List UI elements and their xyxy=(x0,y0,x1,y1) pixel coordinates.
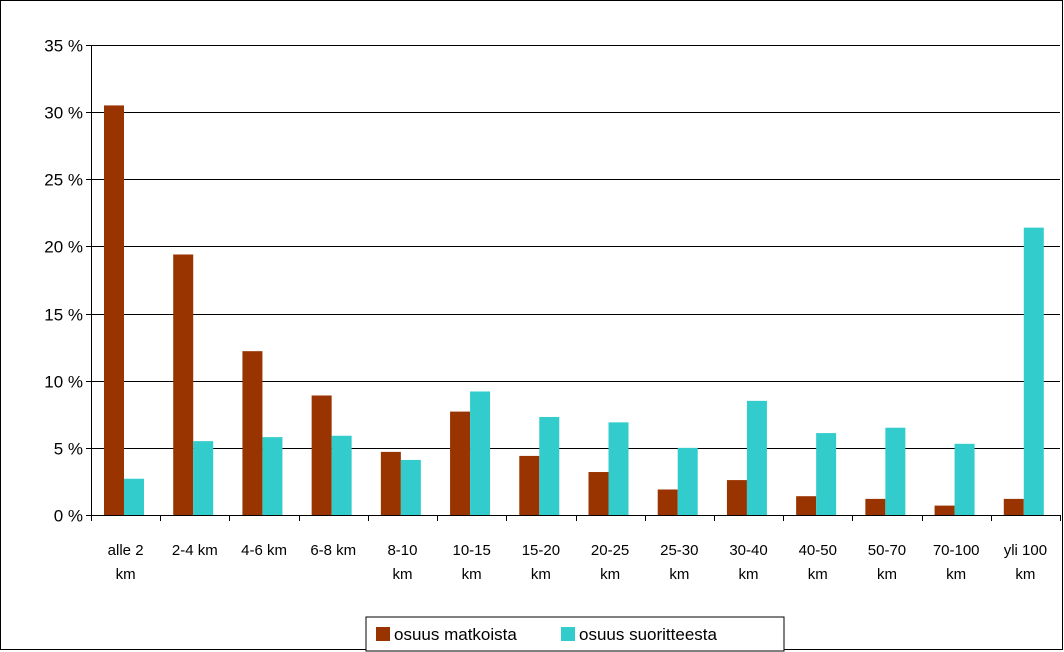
y-axis-ticks: 0 % 5 % 10 % 15 % 20 % 25 % 30 % 35 % xyxy=(44,37,91,526)
x-axis-labels: alle 2 km 2-4 km 4-6 km 6-8 km 8-10 km 10-15 km 1… xyxy=(108,542,1047,583)
x-tick-label: km xyxy=(946,566,966,583)
bar-osuus-matkoista xyxy=(450,411,471,515)
x-tick-label: 6-8 km xyxy=(310,542,356,559)
x-tick-label: km xyxy=(116,566,136,583)
bar-osuus-matkoista xyxy=(311,395,332,515)
x-tick-label: 30-40 xyxy=(729,542,767,559)
legend: osuus matkoista osuus suoritteesta xyxy=(365,616,785,652)
x-tick-label: 15-20 xyxy=(522,542,560,559)
bar-osuus-suoritteesta xyxy=(262,437,283,515)
bar-osuus-matkoista xyxy=(726,480,747,515)
bar-osuus-matkoista xyxy=(657,489,678,515)
x-tick-label: 2-4 km xyxy=(172,542,218,559)
gridlines xyxy=(91,45,1060,449)
y-tick-label: 25 % xyxy=(44,171,83,190)
y-tick-label: 5 % xyxy=(54,440,83,459)
bar-osuus-suoritteesta xyxy=(608,422,629,515)
x-tick-label: 70-100 xyxy=(933,542,980,559)
bar-osuus-matkoista xyxy=(865,498,886,515)
x-tick-label: km xyxy=(808,566,828,583)
y-tick-label: 15 % xyxy=(44,306,83,325)
bar-osuus-matkoista xyxy=(173,254,194,515)
bar-osuus-suoritteesta xyxy=(470,391,491,515)
bar-osuus-suoritteesta xyxy=(746,400,767,515)
bar-osuus-matkoista xyxy=(380,451,401,515)
y-tick-label: 20 % xyxy=(44,238,83,257)
bar-osuus-suoritteesta xyxy=(331,435,352,515)
x-tick-label: km xyxy=(462,566,482,583)
bar-osuus-matkoista xyxy=(588,472,609,515)
x-tick-label: yli 100 xyxy=(1004,542,1047,559)
y-tick-label: 30 % xyxy=(44,104,83,123)
bar-osuus-suoritteesta xyxy=(885,427,906,515)
y-tick-label: 10 % xyxy=(44,373,83,392)
bar-osuus-suoritteesta xyxy=(677,447,698,515)
bar-osuus-suoritteesta xyxy=(124,478,144,515)
x-tick-label: km xyxy=(531,566,551,583)
x-tick-label: 40-50 xyxy=(799,542,837,559)
x-tick-label: km xyxy=(669,566,689,583)
x-tick-label: 8-10 xyxy=(387,542,417,559)
legend-swatch-osuus-suoritteesta xyxy=(561,627,575,641)
x-tick-label: alle 2 xyxy=(108,542,144,559)
x-tick-label: 25-30 xyxy=(660,542,698,559)
bar-osuus-suoritteesta xyxy=(193,441,214,515)
bar-osuus-suoritteesta xyxy=(1023,227,1044,515)
axes xyxy=(91,45,1061,521)
bars xyxy=(104,105,1044,515)
bar-osuus-matkoista xyxy=(519,455,540,515)
x-tick-label: km xyxy=(392,566,412,583)
x-tick-label: 20-25 xyxy=(591,542,629,559)
legend-label-osuus-suoritteesta: osuus suoritteesta xyxy=(579,625,718,644)
x-tick-label: 50-70 xyxy=(868,542,906,559)
bar-osuus-matkoista xyxy=(104,105,124,515)
x-tick-label: km xyxy=(600,566,620,583)
bar-osuus-suoritteesta xyxy=(539,416,560,515)
legend-label-osuus-matkoista: osuus matkoista xyxy=(394,625,517,644)
bar-osuus-suoritteesta xyxy=(816,433,837,515)
legend-swatch-osuus-matkoista xyxy=(376,627,390,641)
bar-osuus-matkoista xyxy=(242,351,263,515)
x-tick-label: km xyxy=(877,566,897,583)
x-tick-label: 4-6 km xyxy=(241,542,287,559)
bar-osuus-matkoista xyxy=(934,505,955,515)
bar-osuus-suoritteesta xyxy=(400,459,421,515)
bar-osuus-suoritteesta xyxy=(954,443,975,515)
x-tick-label: km xyxy=(739,566,759,583)
bar-osuus-matkoista xyxy=(1003,498,1024,515)
x-tick-label: 10-15 xyxy=(452,542,490,559)
x-tick-label: km xyxy=(1015,566,1035,583)
y-tick-label: 0 % xyxy=(54,507,83,526)
bar-osuus-matkoista xyxy=(796,496,817,515)
y-tick-label: 35 % xyxy=(44,37,83,56)
